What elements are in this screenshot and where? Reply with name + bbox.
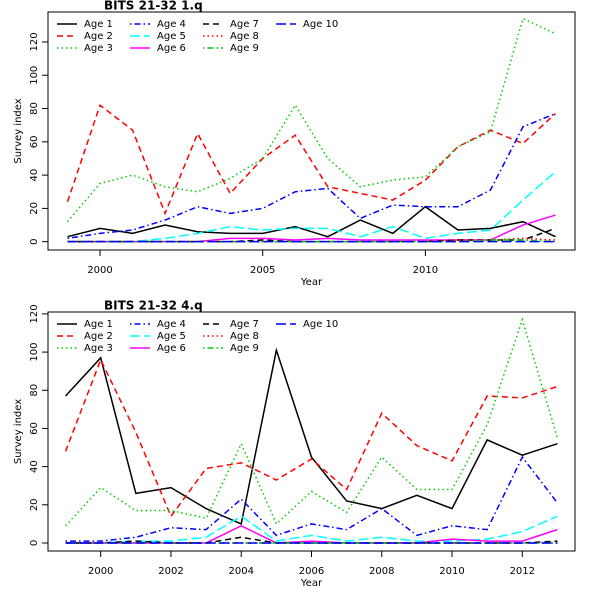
series-line bbox=[67, 171, 556, 243]
series-line bbox=[65, 317, 559, 527]
x-axis-title: Year bbox=[300, 277, 323, 288]
y-axis-title: Survey index bbox=[13, 98, 24, 163]
y-tick-label: 40 bbox=[29, 169, 40, 182]
chart-title: BITS 21-32 4.q bbox=[104, 299, 203, 313]
panel: BITS 21-32 1.q Year Survey index 2000 2005 20… bbox=[13, 0, 576, 288]
y-tick-label: 40 bbox=[29, 460, 40, 473]
x-tick-label: 2000 bbox=[87, 265, 112, 276]
legend-label: Age 6 bbox=[157, 343, 186, 354]
y-tick-label: 20 bbox=[29, 498, 40, 511]
panel: BITS 21-32 4.q Year Survey index 2000 2002 20… bbox=[13, 299, 576, 589]
plot-frame bbox=[47, 11, 576, 251]
legend-label: Age 8 bbox=[230, 331, 259, 342]
plot-frame bbox=[47, 311, 576, 552]
legend-label: Age 5 bbox=[157, 31, 186, 42]
legend-label: Age 8 bbox=[230, 31, 259, 42]
y-tick-label: 80 bbox=[29, 384, 40, 397]
y-tick-label: 0 bbox=[29, 238, 40, 244]
series-line bbox=[65, 455, 559, 542]
legend-label: Age 10 bbox=[303, 19, 338, 30]
legend-label: Age 1 bbox=[84, 19, 113, 30]
series-line bbox=[65, 536, 558, 544]
legend-label: Age 10 bbox=[303, 319, 338, 330]
series-line bbox=[64, 357, 558, 518]
y-tick-label: 20 bbox=[29, 202, 40, 215]
series-line bbox=[66, 103, 556, 216]
legend-label: Age 7 bbox=[230, 19, 259, 30]
x-tick-label: 2008 bbox=[369, 566, 394, 577]
legend-label: Age 4 bbox=[157, 19, 186, 30]
x-tick-label: 2010 bbox=[439, 566, 464, 577]
y-tick-label: 120 bbox=[29, 32, 40, 51]
series-line bbox=[67, 205, 556, 238]
x-tick-label: 2000 bbox=[88, 566, 113, 577]
x-tick-label: 2004 bbox=[229, 566, 254, 577]
y-tick-label: 100 bbox=[29, 66, 40, 85]
series-line bbox=[67, 112, 556, 240]
legend-label: Age 6 bbox=[157, 43, 186, 54]
legend-label: Age 9 bbox=[230, 343, 259, 354]
legend-label: Age 2 bbox=[84, 31, 113, 42]
chart-title: BITS 21-32 1.q bbox=[104, 0, 203, 13]
legend-label: Age 7 bbox=[230, 319, 259, 330]
y-tick-label: 80 bbox=[29, 102, 40, 115]
legend-label: Age 3 bbox=[84, 43, 113, 54]
x-tick-label: 2006 bbox=[299, 566, 324, 577]
legend-label: Age 3 bbox=[84, 343, 113, 354]
legend-label: Age 9 bbox=[230, 43, 259, 54]
series-line bbox=[66, 17, 556, 223]
legend-label: Age 4 bbox=[157, 319, 186, 330]
y-tick-label: 0 bbox=[29, 540, 40, 546]
y-tick-label: 60 bbox=[29, 135, 40, 148]
x-tick-label: 2002 bbox=[158, 566, 183, 577]
legend-label: Age 5 bbox=[157, 331, 186, 342]
series-line bbox=[65, 347, 558, 525]
x-tick-label: 2005 bbox=[250, 265, 275, 276]
y-tick-label: 60 bbox=[29, 422, 40, 435]
legend-label: Age 1 bbox=[84, 319, 113, 330]
x-tick-label: 2010 bbox=[413, 265, 438, 276]
x-tick-label: 2012 bbox=[510, 566, 535, 577]
x-axis-title: Year bbox=[300, 578, 323, 589]
y-tick-label: 120 bbox=[29, 304, 40, 323]
legend-label: Age 2 bbox=[84, 331, 113, 342]
y-axis-title: Survey index bbox=[13, 399, 24, 464]
y-tick-label: 100 bbox=[29, 343, 40, 362]
